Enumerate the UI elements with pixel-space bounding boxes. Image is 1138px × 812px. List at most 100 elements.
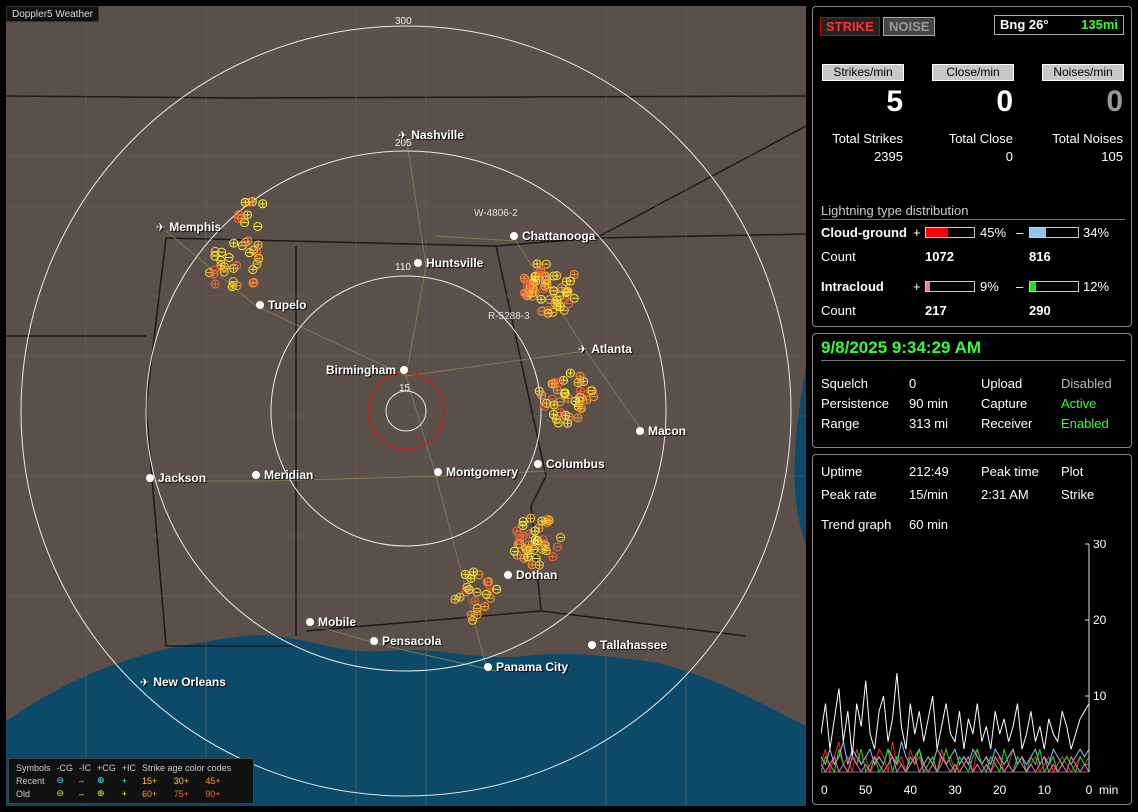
noise-tab[interactable]: NOISE xyxy=(883,17,936,36)
city-montgomery: Montgomery xyxy=(434,465,518,479)
lightning-map[interactable]: Doppler5 Weather 300 205 110 15 ✈ Nashvil… xyxy=(6,6,806,806)
trend-graph: 30 20 10 60 50 40 30 20 10 0 min xyxy=(821,540,1118,797)
strike-marker xyxy=(569,293,579,303)
range-value[interactable]: 313 mi xyxy=(909,416,949,431)
minus-ic-old-icon: – xyxy=(79,788,85,799)
close-per-min-value: 0 xyxy=(996,85,1013,118)
storm-id-label[interactable]: W-4806-2 xyxy=(474,208,518,219)
strike-marker xyxy=(569,269,579,279)
strike-marker xyxy=(543,308,553,318)
squelch-value[interactable]: 0 xyxy=(909,376,917,391)
strike-marker xyxy=(552,385,562,395)
x-tick-label: 30 xyxy=(948,783,962,797)
strike-marker xyxy=(576,402,586,412)
peak-time-value: 2:31 AM xyxy=(981,487,1029,502)
ic-negative-bar xyxy=(1029,281,1079,292)
strike-marker xyxy=(480,602,490,612)
plus-ic-recent-icon: + xyxy=(121,775,128,786)
strike-marker xyxy=(466,573,476,583)
strike-marker xyxy=(587,386,597,396)
map-base xyxy=(6,6,806,806)
strike-marker xyxy=(565,368,575,378)
strike-marker xyxy=(515,535,525,545)
strike-marker xyxy=(538,535,548,545)
persistence-value[interactable]: 90 min xyxy=(909,396,949,411)
strike-marker xyxy=(582,395,592,405)
strike-marker xyxy=(541,546,551,556)
trend-graph-value[interactable]: 60 min xyxy=(909,517,949,532)
strike-marker xyxy=(552,271,562,281)
strike-marker xyxy=(472,603,482,613)
x-tick-label: 50 xyxy=(859,783,873,797)
strike-marker xyxy=(543,305,553,315)
city-dot-icon xyxy=(370,637,378,645)
total-strikes-label: Total Strikes xyxy=(832,131,903,146)
ring-label-205: 205 xyxy=(395,138,412,149)
upload-status[interactable]: Disabled xyxy=(1061,376,1112,391)
noises-per-min-value: 0 xyxy=(1106,85,1123,118)
strike-tab[interactable]: STRIKE xyxy=(820,17,880,36)
cg-positive-bar xyxy=(925,227,975,238)
legend-header: +CG xyxy=(97,762,116,773)
total-close-label: Total Close xyxy=(948,131,1013,146)
plot-value[interactable]: Strike xyxy=(1061,487,1095,502)
city-dot-icon xyxy=(256,301,264,309)
strike-marker xyxy=(210,246,220,256)
airport-icon: ✈ xyxy=(156,221,166,234)
x-tick-label: 0 xyxy=(1086,783,1093,797)
strike-marker xyxy=(530,526,540,536)
strike-marker xyxy=(252,259,262,269)
capture-label: Capture xyxy=(981,396,1028,411)
strike-marker xyxy=(537,516,547,526)
ic-negative-percent: 12% xyxy=(1083,279,1110,294)
city-columbus: Columbus xyxy=(534,457,605,471)
strikes-per-min-value: 5 xyxy=(886,85,903,118)
ring-label-300: 300 xyxy=(395,16,412,27)
ic-positive-percent: 9% xyxy=(980,279,999,294)
city-dot-icon xyxy=(146,474,154,482)
plus-cg-old-icon: ⊕ xyxy=(97,788,105,798)
strike-marker xyxy=(252,248,262,258)
city-dot-icon xyxy=(252,471,260,479)
minus-cg-recent-icon: ⊖ xyxy=(56,775,65,785)
strike-marker xyxy=(227,282,237,292)
range-label: Range xyxy=(821,416,860,431)
strikes-per-min-button[interactable]: Strikes/min xyxy=(822,64,904,81)
city-dothan: Dothan xyxy=(504,568,557,582)
cg-positive-fill xyxy=(926,228,948,237)
plus-sign: + xyxy=(913,279,921,294)
settings-panel: 9/8/2025 9:34:29 AM Squelch 0 Persistenc… xyxy=(812,333,1132,448)
ic-positive-fill xyxy=(926,282,931,291)
strike-marker xyxy=(460,569,470,579)
strike-marker xyxy=(254,253,264,263)
ring-label-15: 15 xyxy=(399,383,411,394)
peak-time-label: Peak time xyxy=(981,464,1039,479)
minus-sign: – xyxy=(1016,225,1024,240)
close-per-min-button[interactable]: Close/min xyxy=(932,64,1014,81)
strike-marker xyxy=(240,197,250,207)
uptime-label: Uptime xyxy=(821,464,863,479)
strike-marker xyxy=(565,276,575,286)
strike-marker xyxy=(224,253,234,263)
plus-sign: + xyxy=(913,225,921,240)
city-dot-icon xyxy=(510,232,518,240)
y-tick-label: 20 xyxy=(1093,613,1107,627)
strike-marker xyxy=(514,530,524,540)
strike-marker xyxy=(555,397,565,407)
strike-marker xyxy=(553,418,563,428)
strike-marker xyxy=(573,378,583,388)
cg-negative-fill xyxy=(1030,228,1047,237)
capture-status[interactable]: Active xyxy=(1061,396,1097,411)
noises-per-min-button[interactable]: Noises/min xyxy=(1042,64,1124,81)
strike-marker xyxy=(554,377,564,387)
strike-marker xyxy=(481,589,491,599)
strike-status-panel: STRIKE NOISE Bng 26° 135mi Strikes/min C… xyxy=(812,6,1132,327)
age-code: 45+ xyxy=(205,775,221,786)
city-mobile: Mobile xyxy=(306,615,356,629)
minus-sign: – xyxy=(1016,279,1024,294)
storm-id-label[interactable]: R-5288-3 xyxy=(488,311,530,322)
city-panama-city: Panama City xyxy=(484,660,568,674)
bearing-value: Bng 26° xyxy=(1000,17,1049,32)
strike-marker xyxy=(530,271,540,281)
receiver-status[interactable]: Enabled xyxy=(1061,416,1109,431)
